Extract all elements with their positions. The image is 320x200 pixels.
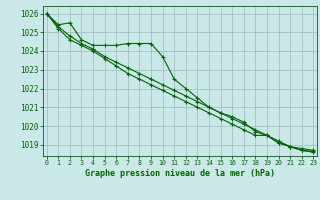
X-axis label: Graphe pression niveau de la mer (hPa): Graphe pression niveau de la mer (hPa)	[85, 169, 275, 178]
